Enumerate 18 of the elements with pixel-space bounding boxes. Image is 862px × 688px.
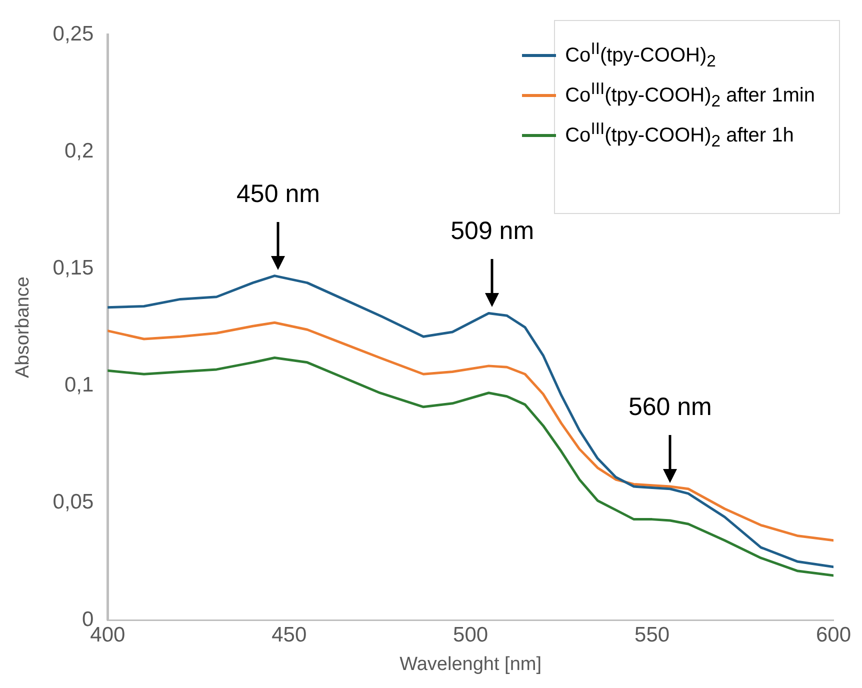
annotation: 509 nm	[450, 217, 536, 246]
y-tick-label: 0,15	[52, 256, 94, 280]
y-tick-label: 0,05	[52, 490, 94, 514]
legend-label: Co$^{II}$(tpy-COOH)$_{2}$	[565, 38, 716, 72]
legend-label: Co$^{III}$(tpy-COOH)$_{2}$ after 1min	[565, 78, 815, 112]
x-axis-title: Wavelenght [nm]	[400, 654, 542, 675]
x-tick-label: 500	[453, 623, 488, 646]
annotation: 560 nm	[627, 392, 713, 422]
legend-label: Co$^{III}$(tpy-COOH)$_{2}$ after 1h	[565, 118, 794, 152]
x-tick-label: 550	[634, 623, 670, 646]
annotation: 450 nm	[236, 180, 321, 209]
y-tick-label: 0,1	[64, 374, 94, 397]
y-tick-label: 0,2	[64, 139, 94, 162]
y-tick-label: 0,25	[52, 22, 94, 46]
x-tick-label: 600	[816, 623, 852, 646]
x-tick-label: 450	[272, 623, 307, 646]
y-tick-label: 0	[82, 608, 94, 631]
y-axis-title: Absorbance	[12, 276, 34, 378]
